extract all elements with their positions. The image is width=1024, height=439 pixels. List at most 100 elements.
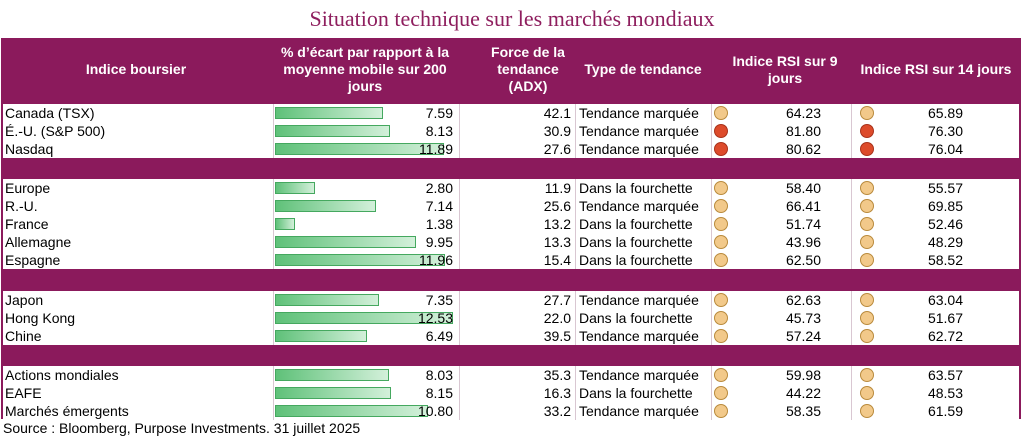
- column-divider: [273, 233, 274, 251]
- table-title: Situation technique sur les marchés mond…: [309, 6, 715, 31]
- column-divider: [459, 140, 460, 158]
- index-name: Nasdaq: [5, 141, 54, 157]
- rsi14-value: 65.89: [927, 105, 963, 121]
- column-divider: [851, 197, 852, 215]
- rsi14-status-dot: [860, 235, 874, 249]
- pct-ma-bar: [275, 312, 453, 324]
- column-divider: [711, 197, 712, 215]
- trend-type: Dans la fourchette: [579, 234, 693, 250]
- rsi9-value: 62.63: [785, 292, 821, 308]
- rsi14-value: 63.04: [927, 292, 963, 308]
- trend-type: Tendance marquée: [579, 328, 699, 344]
- column-divider: [575, 402, 576, 420]
- column-divider: [851, 179, 852, 197]
- rsi9-value: 57.24: [785, 328, 821, 344]
- column-divider: [711, 251, 712, 269]
- rsi9-value: 80.62: [785, 141, 821, 157]
- index-name: Allemagne: [5, 234, 72, 250]
- trend-type: Dans la fourchette: [579, 180, 693, 196]
- adx-value: 15.4: [543, 252, 571, 268]
- source-note: Source : Bloomberg, Purpose Investments.…: [3, 420, 361, 436]
- rsi9-status-dot: [714, 124, 728, 138]
- adx-value: 13.2: [543, 216, 571, 232]
- column-divider: [575, 366, 576, 384]
- table-row: EAFE 8.15 16.3 Dans la fourchette 44.22 48.53: [3, 384, 1019, 402]
- column-divider: [711, 122, 712, 140]
- rsi14-status-dot: [860, 329, 874, 343]
- technical-table: Indice boursier % d’écart par rapport à …: [1, 38, 1021, 420]
- pct-ma-bar: [275, 387, 391, 399]
- index-name: Marchés émergents: [5, 403, 129, 419]
- column-divider: [851, 402, 852, 420]
- adx-value: 27.7: [543, 292, 571, 308]
- adx-value: 16.3: [543, 385, 571, 401]
- rsi14-value: 69.85: [927, 198, 963, 214]
- rsi14-status-dot: [860, 311, 874, 325]
- rsi9-status-dot: [714, 106, 728, 120]
- rsi9-status-dot: [714, 404, 728, 418]
- pct-ma-value: 2.80: [425, 180, 453, 196]
- rsi9-value: 43.96: [785, 234, 821, 250]
- column-divider: [273, 251, 274, 269]
- column-divider: [575, 384, 576, 402]
- index-name: É.-U. (S&P 500): [5, 123, 106, 139]
- column-divider: [459, 233, 460, 251]
- pct-ma-bar: [275, 330, 368, 342]
- index-name: R.-U.: [5, 198, 38, 214]
- column-divider: [273, 366, 274, 384]
- adx-value: 13.3: [543, 234, 571, 250]
- column-divider: [459, 197, 460, 215]
- pct-ma-bar: [275, 218, 295, 230]
- trend-type: Dans la fourchette: [579, 216, 693, 232]
- pct-ma-value: 11.96: [419, 252, 453, 268]
- rsi9-status-dot: [714, 217, 728, 231]
- pct-ma-bar: [275, 405, 429, 417]
- rsi14-status-dot: [860, 106, 874, 120]
- column-divider: [273, 197, 274, 215]
- trend-type: Tendance marquée: [579, 403, 699, 419]
- pct-ma-value: 9.95: [425, 234, 453, 250]
- header-index: Indice boursier: [85, 61, 187, 77]
- adx-value: 35.3: [543, 367, 571, 383]
- column-divider: [575, 122, 576, 140]
- rsi9-value: 51.74: [785, 216, 821, 232]
- column-divider: [851, 215, 852, 233]
- adx-value: 27.6: [543, 141, 571, 157]
- index-name: Actions mondiales: [5, 367, 119, 383]
- column-divider: [575, 215, 576, 233]
- column-divider: [711, 366, 712, 384]
- column-divider: [711, 309, 712, 327]
- column-divider: [459, 215, 460, 233]
- column-divider: [459, 122, 460, 140]
- table-row: R.-U. 7.14 25.6 Tendance marquée 66.41 69.85: [3, 197, 1019, 215]
- rsi9-status-dot: [714, 235, 728, 249]
- column-divider: [459, 384, 460, 402]
- index-name: Chine: [5, 328, 42, 344]
- column-divider: [459, 402, 460, 420]
- rsi14-value: 51.67: [927, 310, 963, 326]
- pct-ma-bar: [275, 182, 315, 194]
- column-divider: [851, 104, 852, 122]
- column-divider: [459, 251, 460, 269]
- column-divider: [459, 309, 460, 327]
- pct-ma-value: 11.89: [419, 141, 453, 157]
- trend-type: Tendance marquée: [579, 367, 699, 383]
- rsi14-status-dot: [860, 386, 874, 400]
- index-name: France: [5, 216, 49, 232]
- pct-ma-bar: [275, 107, 383, 119]
- rsi9-value: 58.40: [785, 180, 821, 196]
- column-divider: [273, 140, 274, 158]
- column-divider: [711, 384, 712, 402]
- column-divider: [575, 251, 576, 269]
- table-row: Allemagne 9.95 13.3 Dans la fourchette 43.96…: [3, 233, 1019, 251]
- column-divider: [851, 291, 852, 309]
- column-divider: [711, 140, 712, 158]
- column-divider: [459, 327, 460, 345]
- rsi9-value: 81.80: [785, 123, 821, 139]
- column-divider: [711, 402, 712, 420]
- rsi14-status-dot: [860, 368, 874, 382]
- header-rsi14: Indice RSI sur 14 jours: [860, 61, 1012, 77]
- column-divider: [711, 104, 712, 122]
- column-divider: [575, 327, 576, 345]
- pct-ma-bar: [275, 236, 417, 248]
